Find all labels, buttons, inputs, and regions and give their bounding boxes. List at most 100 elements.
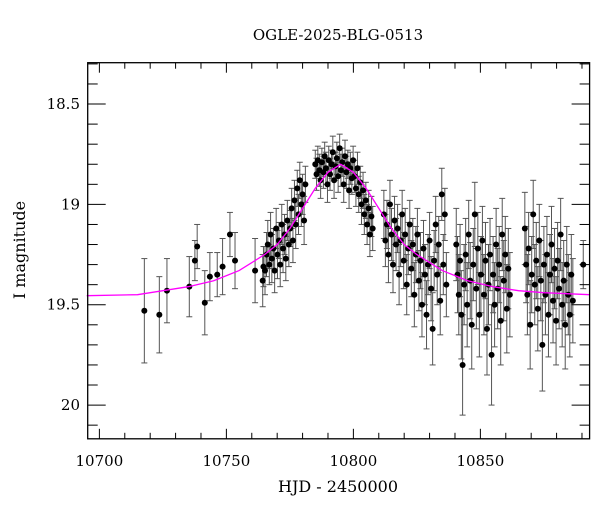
- data-point: [324, 181, 331, 188]
- data-point: [369, 225, 376, 232]
- data-point: [458, 311, 465, 318]
- data-point: [268, 255, 275, 262]
- y-tick-label: 19: [61, 195, 80, 213]
- data-point: [473, 285, 480, 292]
- data-point: [291, 197, 298, 204]
- data-point: [499, 231, 506, 238]
- data-point: [408, 265, 415, 272]
- data-point: [560, 277, 567, 284]
- data-point: [524, 291, 531, 298]
- data-point: [346, 187, 353, 194]
- data-point: [280, 245, 287, 252]
- data-point: [415, 277, 422, 284]
- data-point: [361, 211, 368, 218]
- data-point: [422, 271, 429, 278]
- data-point: [156, 311, 163, 318]
- data-point: [491, 301, 498, 308]
- data-point: [331, 177, 338, 184]
- data-point: [411, 291, 418, 298]
- data-point: [493, 241, 500, 248]
- data-point: [273, 225, 280, 232]
- data-point: [318, 159, 325, 166]
- data-point: [299, 191, 306, 198]
- data-point: [264, 241, 271, 248]
- data-point: [277, 261, 284, 268]
- data-point: [437, 297, 444, 304]
- data-point: [396, 271, 403, 278]
- data-point: [302, 181, 309, 188]
- data-point: [358, 201, 365, 208]
- x-tick-label: 10850: [457, 452, 505, 470]
- data-point: [543, 251, 550, 258]
- chart-title: OGLE-2025-BLG-0513: [253, 26, 423, 44]
- model-curve: [86, 163, 590, 297]
- data-point: [434, 271, 441, 278]
- data-point: [399, 211, 406, 218]
- data-point: [391, 217, 398, 224]
- data-point: [275, 237, 282, 244]
- data-point: [496, 261, 503, 268]
- data-point: [394, 225, 401, 232]
- data-point: [301, 217, 308, 224]
- data-point: [141, 307, 148, 314]
- data-point: [476, 311, 483, 318]
- data-point: [226, 231, 233, 238]
- data-point: [352, 185, 359, 192]
- data-point: [474, 245, 481, 252]
- data-point: [388, 231, 395, 238]
- data-point: [385, 251, 392, 258]
- data-point: [428, 285, 435, 292]
- x-axis-label: HJD - 2450000: [278, 477, 398, 496]
- data-point: [274, 251, 281, 258]
- data-point: [294, 185, 301, 192]
- data-point: [438, 191, 445, 198]
- data-point: [562, 321, 569, 328]
- data-point: [261, 267, 268, 274]
- data-point: [464, 301, 471, 308]
- data-point: [531, 281, 538, 288]
- x-tick-label: 10750: [203, 452, 251, 470]
- data-point: [468, 321, 475, 328]
- data-point: [487, 251, 494, 258]
- data-point: [327, 171, 334, 178]
- y-tick-label: 18.5: [47, 95, 80, 113]
- data-point: [418, 301, 425, 308]
- data-point: [527, 321, 534, 328]
- data-point: [554, 257, 561, 264]
- data-point: [523, 261, 530, 268]
- data-point: [360, 187, 367, 194]
- data-point: [533, 257, 540, 264]
- plot-frame: [87, 62, 591, 440]
- data-point: [409, 241, 416, 248]
- data-point: [545, 311, 552, 318]
- data-point: [336, 145, 343, 152]
- data-point: [368, 213, 375, 220]
- data-point: [426, 237, 433, 244]
- data-point: [441, 211, 448, 218]
- data-point: [471, 211, 478, 218]
- data-point: [366, 231, 373, 238]
- data-point: [559, 301, 566, 308]
- data-point: [551, 265, 558, 272]
- data-point: [461, 281, 468, 288]
- data-point: [214, 271, 221, 278]
- data-point: [546, 271, 553, 278]
- data-point: [402, 231, 409, 238]
- x-tick-label: 10700: [76, 452, 124, 470]
- data-point: [465, 231, 472, 238]
- data-point: [420, 245, 427, 252]
- data-point: [432, 221, 439, 228]
- data-point: [435, 241, 442, 248]
- data-point: [488, 351, 495, 358]
- data-point: [219, 263, 226, 270]
- data-point: [266, 261, 273, 268]
- data-point: [459, 361, 466, 368]
- data-point: [453, 241, 460, 248]
- data-point: [284, 217, 291, 224]
- data-point: [479, 237, 486, 244]
- data-point: [278, 221, 285, 228]
- data-point: [288, 205, 295, 212]
- data-point: [414, 231, 421, 238]
- data-point: [341, 153, 348, 160]
- data-point: [340, 181, 347, 188]
